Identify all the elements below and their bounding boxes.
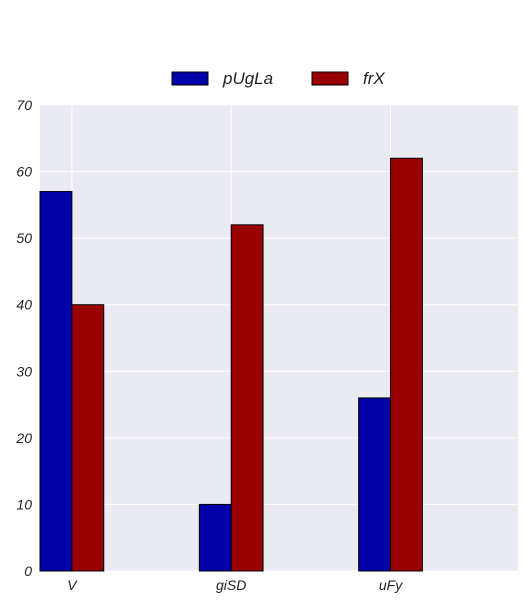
x-tick-label: giSD [216,577,246,593]
bar-pUgLa-giSD [198,503,232,572]
y-tick-label: 70 [16,97,32,113]
plot-area [40,105,518,571]
bars [39,157,423,572]
y-tick-label: 0 [24,563,32,579]
x-tick-label: V [67,577,78,593]
legend-swatch-frX [311,71,349,86]
bar-pUgLa-uFy [358,397,392,572]
bar-pUgLa-V [39,191,73,572]
legend: pUgLa frX [171,69,385,88]
x-tick-label: uFy [379,577,403,593]
y-tick-label: 10 [16,496,32,512]
legend-label-pUgLa: pUgLa [222,69,273,88]
y-tick-label: 50 [16,230,32,246]
bar-frX-uFy [390,157,423,572]
y-axis-tick-labels: 0 10 20 30 40 50 60 70 [15,97,32,579]
y-tick-label: 30 [16,363,32,379]
y-tick-label: 60 [16,164,32,180]
legend-swatch-pUgLa [171,71,209,86]
y-tick-label: 40 [16,297,32,313]
bar-frX-giSD [230,224,264,572]
legend-label-frX: frX [363,69,385,88]
y-tick-label: 20 [15,430,32,446]
bar-frX-V [71,304,105,572]
